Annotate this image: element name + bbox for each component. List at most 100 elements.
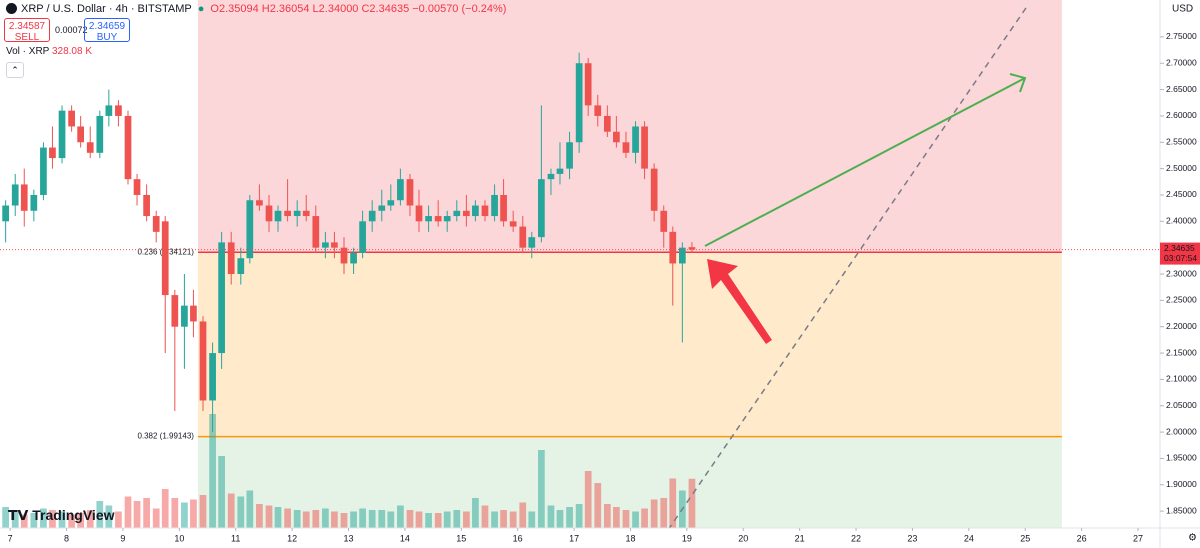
x-tick-label: 9 — [120, 533, 125, 543]
candle-body — [190, 305, 197, 322]
volume-bar — [584, 471, 592, 528]
y-tick-label: 1.85000 — [1166, 505, 1197, 515]
volume-bar — [133, 501, 141, 528]
volume-bar — [509, 511, 517, 528]
volume-label: Vol · XRP — [6, 46, 50, 57]
candle-body — [443, 216, 451, 222]
candle-body — [199, 321, 207, 401]
volume-bar — [152, 508, 160, 528]
volume-bar — [227, 493, 235, 528]
volume-bar — [547, 505, 555, 528]
volume-bar — [40, 508, 47, 528]
volume-bar — [274, 507, 282, 528]
fib-zone — [197, 0, 1062, 253]
y-tick-label: 2.50000 — [1166, 163, 1197, 173]
x-tick-label: 8 — [64, 533, 69, 543]
y-tick-label: 2.00000 — [1166, 426, 1197, 436]
y-tick-label: 2.25000 — [1166, 295, 1197, 305]
candle-body — [387, 200, 395, 206]
candle-body — [688, 247, 696, 250]
volume-bar — [86, 510, 94, 528]
volume-bar — [350, 511, 357, 528]
volume-bar — [209, 414, 216, 528]
candle-body — [594, 105, 602, 116]
buy-price: 2.34659 — [88, 21, 126, 32]
fib-label: 0.382 (1.99143) — [137, 432, 194, 441]
volume-bar — [359, 508, 366, 528]
y-tick-label: 2.40000 — [1166, 216, 1197, 226]
x-tick-label: 22 — [851, 533, 861, 543]
y-tick-label: 2.75000 — [1166, 31, 1197, 41]
volume-bar — [331, 511, 338, 528]
settings-icon[interactable]: ⚙ — [1188, 533, 1197, 544]
volume-bar — [218, 456, 225, 528]
sell-label: SELL — [14, 32, 40, 43]
arrow-line — [704, 77, 1026, 247]
y-tick-label: 2.15000 — [1166, 347, 1197, 357]
candle-body — [584, 63, 592, 106]
candle-body — [453, 210, 461, 217]
candle-body — [274, 210, 282, 222]
candle-body — [256, 200, 263, 206]
candle-body — [227, 242, 235, 275]
candle-body — [500, 194, 507, 222]
candle-body — [575, 63, 583, 143]
volume-bar — [669, 478, 677, 528]
volume-bar — [575, 504, 583, 528]
candle-body — [2, 205, 9, 222]
volume-bar — [613, 507, 620, 528]
volume-bar — [434, 513, 442, 528]
ohlc: O2.35094 H2.36054 L2.34000 C2.34635 −0.0… — [210, 3, 507, 15]
candle-body — [660, 210, 668, 232]
y-tick-label: 1.90000 — [1166, 479, 1197, 489]
candle-body — [161, 221, 169, 296]
volume-value: 328.08 K — [51, 46, 92, 57]
fib-zone — [197, 436, 1062, 528]
candle-body — [340, 247, 348, 264]
volume-bar — [312, 510, 320, 528]
price-tag-value: 2.34635 — [1164, 243, 1195, 253]
candle-body — [49, 147, 56, 159]
pointer-arrow — [707, 259, 772, 344]
collapse-button[interactable]: ⌃ — [6, 62, 24, 78]
volume-bar — [340, 513, 348, 528]
symbol: XRP / U.S. Dollar · 4h · BITSTAMP — [21, 3, 192, 15]
x-tick-label: 19 — [682, 533, 692, 543]
candle-body — [613, 131, 620, 143]
volume-bar — [538, 450, 545, 528]
arrow-head — [1009, 73, 1027, 93]
candle-body — [115, 105, 122, 116]
candle-body — [246, 200, 254, 259]
volume-bar — [171, 498, 179, 528]
candle-body — [368, 210, 376, 222]
volume-bar — [443, 511, 451, 528]
volume-bar — [603, 504, 611, 528]
brand-name: TradingView — [32, 507, 115, 523]
buy-button[interactable]: 2.34659 BUY — [84, 18, 130, 43]
y-tick-label: 1.95000 — [1166, 453, 1197, 463]
volume-bar — [105, 505, 113, 528]
volume-bar — [491, 511, 498, 528]
price-tag — [1160, 242, 1200, 265]
volume-bar — [2, 507, 9, 528]
candle-body — [669, 231, 677, 264]
candle-body — [11, 184, 19, 206]
sell-button[interactable]: 2.34587 SELL — [4, 18, 50, 43]
candle-body — [547, 173, 555, 180]
volume-bar — [124, 496, 132, 528]
x-tick-label: 7 — [8, 533, 13, 543]
x-tick-label: 11 — [231, 533, 240, 543]
candle-body — [237, 258, 245, 275]
candle-body — [133, 179, 141, 195]
x-tick-label: 12 — [287, 533, 297, 543]
candle-body — [641, 126, 648, 169]
brand: 𝗧𝗩 TradingView — [8, 507, 115, 523]
currency[interactable]: USD — [1172, 4, 1193, 15]
candle-body — [30, 194, 38, 211]
candle-body — [650, 168, 658, 211]
volume-bar — [397, 505, 404, 528]
candle-body — [622, 142, 630, 153]
candle-body — [284, 210, 291, 217]
candle-body — [463, 210, 470, 217]
